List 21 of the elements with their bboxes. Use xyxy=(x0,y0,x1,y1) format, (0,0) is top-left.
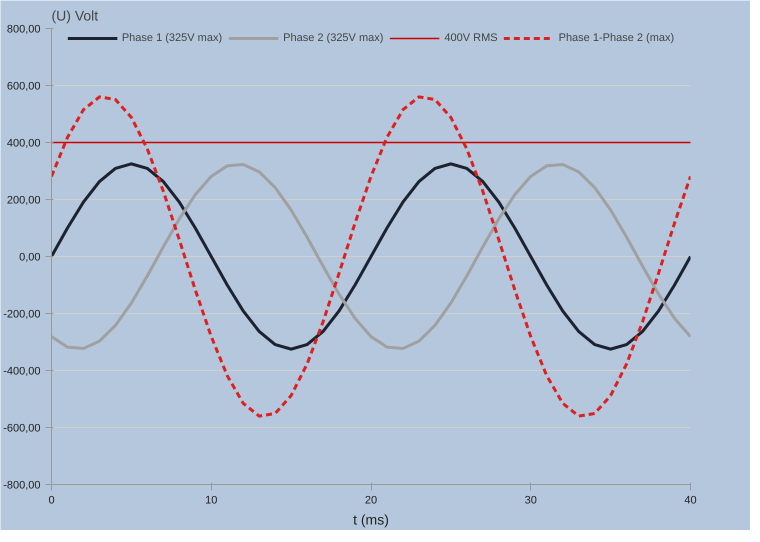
y-tick-label: -200,00 xyxy=(3,308,41,320)
y-tick-label: 200,00 xyxy=(6,194,41,206)
line-series xyxy=(52,95,690,418)
y-tick-label: 0,00 xyxy=(19,252,41,264)
x-tick-label: 0 xyxy=(48,494,55,506)
x-axis-title: t (ms) xyxy=(353,512,389,528)
y-tick-label: 800,00 xyxy=(6,24,41,36)
legend-label: Phase 2 (325V max) xyxy=(283,32,384,44)
x-tick-label: 20 xyxy=(364,494,378,506)
legend-label: Phase 1-Phase 2 (max) xyxy=(558,32,674,44)
y-tick-label: -400,00 xyxy=(3,366,41,378)
x-tick-label: 40 xyxy=(684,494,697,506)
legend-label: Phase 1 (325V max) xyxy=(122,32,222,44)
x-tick-label: 10 xyxy=(205,494,218,506)
y-tick-label: -800,00 xyxy=(3,480,41,492)
legend-label: 400V RMS xyxy=(444,32,498,44)
y-tick-label: 400,00 xyxy=(6,138,41,150)
y-axis-title: (U) Volt xyxy=(52,8,98,24)
y-tick-label: 600,00 xyxy=(6,80,41,92)
x-tick-label: 30 xyxy=(524,494,537,506)
y-tick-label: -600,00 xyxy=(3,422,41,434)
